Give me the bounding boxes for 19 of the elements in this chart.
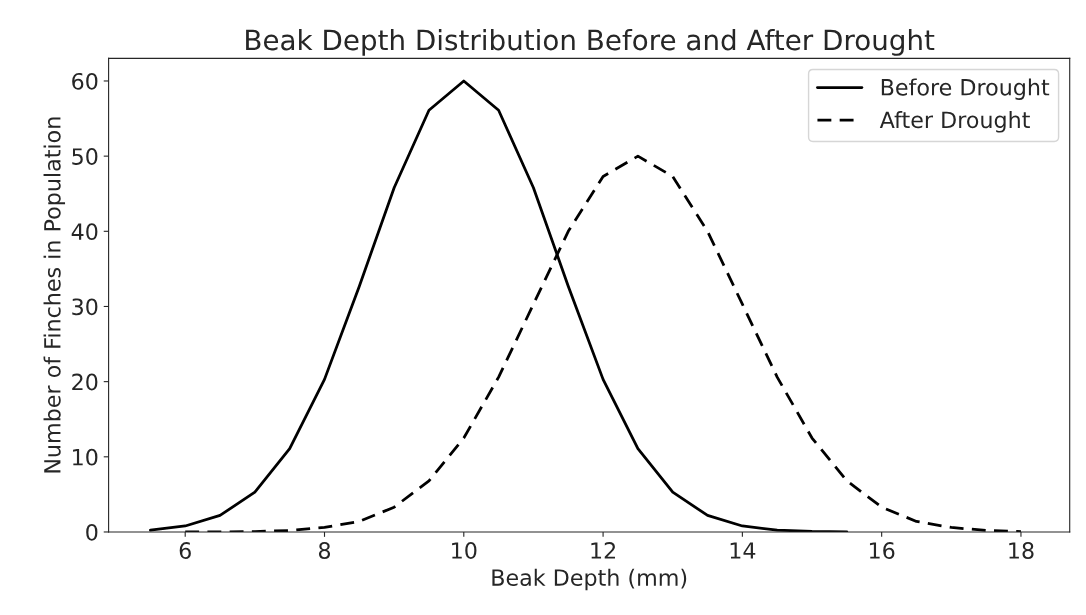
y-tick-label: 50 bbox=[72, 148, 98, 165]
x-axis-title: Beak Depth (mm) bbox=[492, 568, 687, 591]
y-tick-label: 10 bbox=[73, 448, 98, 466]
x-tick-label: 14 bbox=[730, 542, 756, 559]
x-tick-label: 10 bbox=[452, 542, 477, 559]
x-tick-label: 6 bbox=[179, 542, 191, 559]
legend-label: After Drought bbox=[879, 111, 1030, 133]
y-tick-label: 40 bbox=[71, 223, 98, 241]
y-tick-label: 20 bbox=[72, 373, 98, 391]
x-tick-label: 8 bbox=[318, 542, 331, 559]
y-tick-label: 0 bbox=[86, 523, 98, 541]
legend-label: Before Drought bbox=[881, 78, 1050, 100]
y-tick-label: 30 bbox=[72, 298, 98, 316]
y-axis-title: Number of Finches in Population bbox=[43, 117, 66, 473]
y-tick-label: 60 bbox=[72, 72, 98, 90]
chart-title: Beak Depth Distribution Before and After Drought bbox=[246, 28, 935, 56]
x-tick-label: 12 bbox=[591, 542, 615, 559]
x-tick-label: 16 bbox=[869, 542, 895, 559]
x-tick-label: 18 bbox=[1009, 542, 1034, 559]
